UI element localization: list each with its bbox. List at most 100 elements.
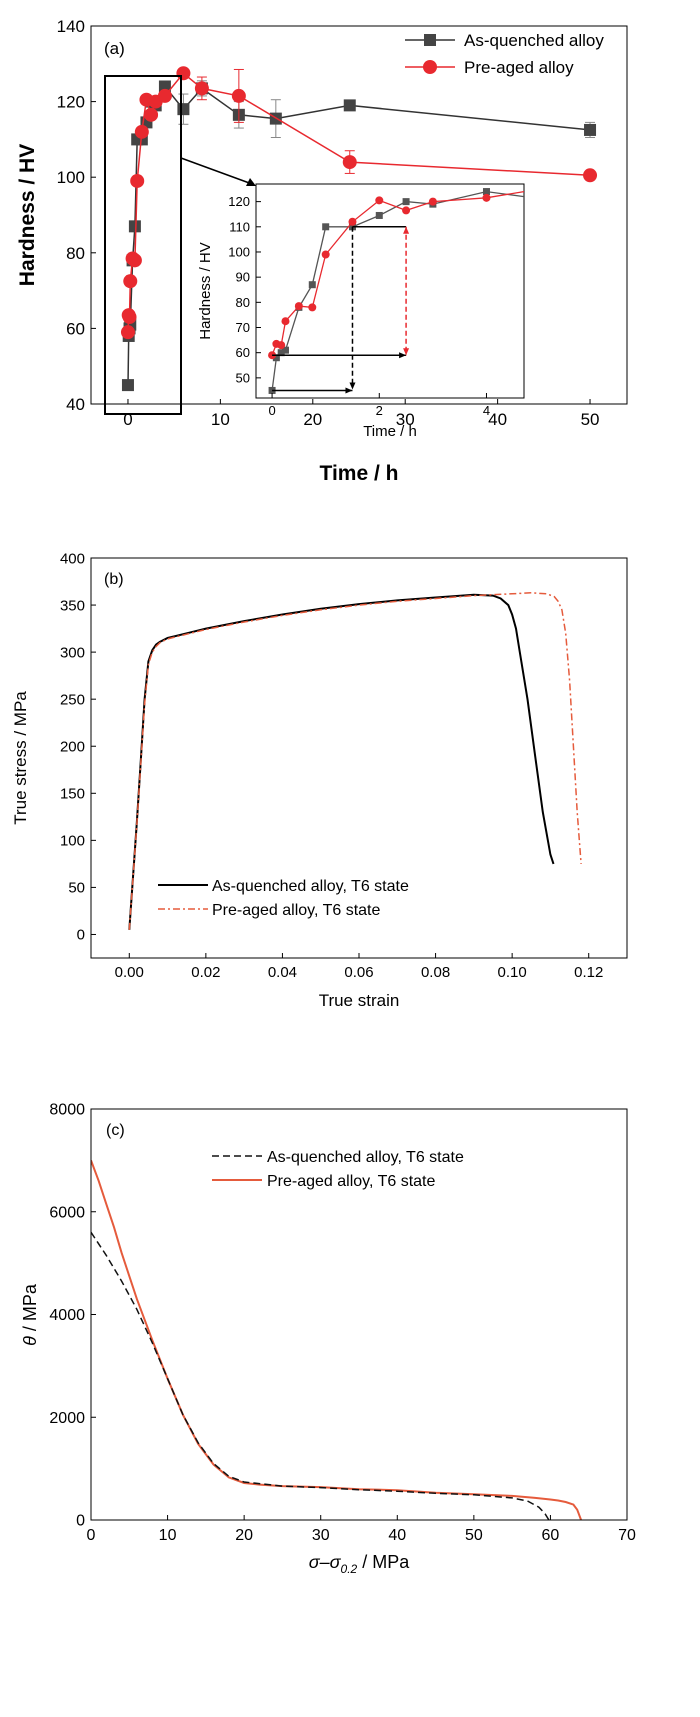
hardening-rate-chart: (c) σ–σ0.2 / MPa θ / MPa 0 10 20 30 40 50 60 70… <box>20 1102 636 1576</box>
a-point-square-12 <box>177 103 190 116</box>
inset-x-tick-1: 2 <box>376 403 383 418</box>
inset-chart: 0 2 4 50 60 70 80 90 100 110 120 Time / h Hardness… <box>197 183 525 440</box>
y-axis-label-b: True stress / MPa <box>11 691 30 825</box>
y-axis-label-a: Hardness / HV <box>16 144 39 286</box>
legend-marker-square <box>424 34 436 46</box>
a-x-tick-0: 0 <box>123 410 132 429</box>
a-x-tick-3: 30 <box>396 410 415 429</box>
c-y-tick-3: 6000 <box>49 1204 85 1221</box>
c-y-tick-1: 2000 <box>49 1410 85 1427</box>
stress-strain-chart: (b) True strain True stress / MPa 0.00 0.… <box>11 550 628 1010</box>
inset-point-square-9 <box>402 198 410 206</box>
a-point-circle-13 <box>194 81 209 96</box>
zoom-box <box>104 75 182 415</box>
hardness-chart: (a) Time / h Hardness / HV 0 10 20 30 40 5040… <box>16 17 628 485</box>
inset-y-tick-6: 110 <box>229 219 250 234</box>
inset-y-tick-3: 80 <box>236 295 250 310</box>
b-x-tick-5: 0.10 <box>498 964 527 981</box>
b-y-tick-4: 200 <box>60 738 85 755</box>
panel-label-a: (a) <box>104 39 125 58</box>
legend-label-as-quenched: As-quenched alloy <box>464 31 604 50</box>
inset-point-circle-11 <box>482 193 491 202</box>
legend-label-pre-aged-c: Pre-aged alloy, T6 state <box>267 1173 435 1190</box>
legend-b: As-quenched alloy, T6 state Pre-aged all… <box>158 878 409 919</box>
inset-point-square-5 <box>308 281 316 289</box>
inset-y-tick-2: 70 <box>236 320 250 335</box>
x-axis-label-c: σ–σ0.2 / MPa <box>309 1552 410 1576</box>
b-x-tick-0: 0.00 <box>115 964 144 981</box>
axes-frame-a <box>90 25 628 405</box>
a-point-circle-0 <box>120 325 135 340</box>
inset-point-circle-8 <box>375 196 384 205</box>
a-point-circle-14 <box>231 88 246 103</box>
inset-point-square-8 <box>375 211 383 219</box>
a-point-circle-7 <box>134 124 149 139</box>
b-x-tick-2: 0.04 <box>268 964 297 981</box>
inset-point-square-6 <box>322 223 330 231</box>
a-point-circle-2 <box>122 310 137 325</box>
a-point-square-11 <box>158 80 171 93</box>
b-y-tick-3: 150 <box>60 786 85 803</box>
inset-point-circle-6 <box>321 250 330 259</box>
b-y-tick-7: 350 <box>60 597 85 614</box>
legend-marker-circle <box>423 60 437 74</box>
inset-y-tick-1: 60 <box>236 345 250 360</box>
inset-point-circle-10 <box>428 197 437 206</box>
a-x-tick-2: 20 <box>303 410 322 429</box>
inset-point-circle-9 <box>402 206 411 215</box>
x-axis-label-b: True strain <box>319 991 400 1010</box>
x-axis-label-a: Time / h <box>320 462 399 485</box>
inset-y-axis-label: Hardness / HV <box>197 242 214 340</box>
c-x-tick-7: 70 <box>618 1527 636 1544</box>
inset-point-square-3 <box>281 346 289 354</box>
a-point-circle-9 <box>144 107 159 122</box>
b-y-tick-2: 100 <box>60 833 85 850</box>
c-x-tick-3: 30 <box>312 1527 330 1544</box>
a-y-tick-1: 60 <box>66 319 85 338</box>
y-axis-label-c: θ / MPa <box>20 1283 40 1346</box>
a-point-circle-16 <box>583 168 598 183</box>
a-point-circle-3 <box>123 274 138 289</box>
legend-label-pre-aged-t6: Pre-aged alloy, T6 state <box>212 902 380 919</box>
zoom-arrow <box>180 157 253 185</box>
inset-point-square-1 <box>272 354 280 362</box>
inset-guide-lines <box>272 226 410 394</box>
axes-frame-c <box>90 1108 628 1521</box>
inset-x-axis-label: Time / h <box>363 423 417 440</box>
legend-label-as-quenched-t6: As-quenched alloy, T6 state <box>212 878 409 895</box>
a-point-square-16 <box>343 99 356 112</box>
a-point-circle-12 <box>176 66 191 81</box>
legend-label-as-quenched-c: As-quenched alloy, T6 state <box>267 1149 464 1166</box>
b-y-tick-8: 400 <box>60 550 85 567</box>
panel-label-b: (b) <box>104 571 124 588</box>
legend-label-pre-aged: Pre-aged alloy <box>464 58 574 77</box>
inset-y-tick-0: 50 <box>236 370 250 385</box>
inset-point-square-2 <box>277 349 285 357</box>
inset-y-tick-4: 90 <box>236 270 250 285</box>
c-y-tick-2: 4000 <box>49 1307 85 1324</box>
c-x-tick-2: 20 <box>235 1527 253 1544</box>
c-x-tick-0: 0 <box>87 1527 96 1544</box>
c-series-line-0 <box>91 1231 550 1520</box>
a-point-square-17 <box>584 123 597 136</box>
b-y-tick-5: 250 <box>60 691 85 708</box>
a-point-circle-6 <box>130 173 145 188</box>
c-y-tick-4: 8000 <box>49 1102 85 1119</box>
b-x-tick-1: 0.02 <box>191 964 220 981</box>
a-y-tick-4: 120 <box>57 93 85 112</box>
a-x-tick-4: 40 <box>488 410 507 429</box>
legend-c: As-quenched alloy, T6 state Pre-aged all… <box>212 1149 464 1190</box>
inset-point-circle-2 <box>277 341 286 350</box>
inset-point-square-11 <box>482 188 490 196</box>
a-point-square-5 <box>128 220 141 233</box>
a-x-tick-5: 50 <box>581 410 600 429</box>
a-point-circle-5 <box>127 253 142 268</box>
axes-frame-b <box>90 557 628 959</box>
panel-label-c: (c) <box>106 1122 125 1139</box>
c-x-tick-6: 60 <box>542 1527 560 1544</box>
c-x-tick-5: 50 <box>465 1527 483 1544</box>
a-x-tick-1: 10 <box>211 410 230 429</box>
b-y-tick-6: 300 <box>60 644 85 661</box>
a-point-circle-11 <box>157 88 172 103</box>
